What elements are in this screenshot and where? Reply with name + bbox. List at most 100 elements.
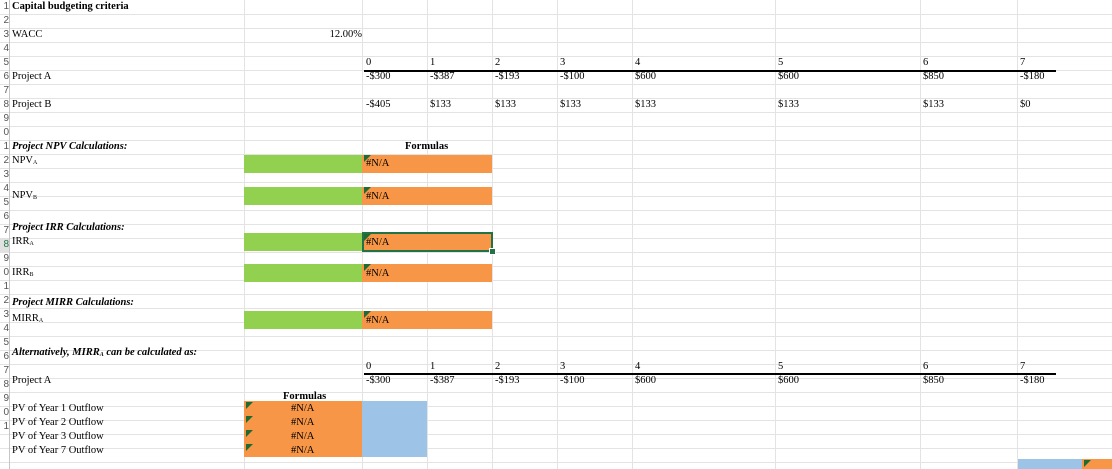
pv-input-block[interactable] [362,401,427,457]
period-header[interactable]: 4 [635,57,641,68]
npv-a-formula-value[interactable]: #N/A [366,158,390,169]
npv-section-heading[interactable]: Project NPV Calculations: [12,141,128,152]
pv-row-label[interactable]: PV of Year 2 Outflow [12,417,104,428]
formulas-header[interactable]: Formulas [405,141,449,152]
mirr-a-formula-value[interactable]: #N/A [366,315,390,326]
irr-b-input-cell[interactable] [244,264,362,282]
cash-flow-cell[interactable]: $600 [778,71,799,82]
cash-flow-cell[interactable]: -$387 [430,375,455,386]
npv-b-input-cell[interactable] [244,187,362,205]
pv-row-label[interactable]: PV of Year 3 Outflow [12,431,104,442]
row-number[interactable]: 3 [3,169,9,180]
row-number-selected[interactable]: 8 [0,238,9,252]
cash-flow-cell[interactable]: $600 [635,375,656,386]
pv-formula-block[interactable] [244,401,362,457]
period-header[interactable]: 6 [923,57,929,68]
period-header[interactable]: 2 [495,361,501,372]
cash-flow-cell[interactable]: -$180 [1020,375,1045,386]
project-b-label[interactable]: Project B [12,99,52,110]
mirr-a-formula-cell[interactable] [362,311,492,329]
row-number[interactable]: 5 [3,337,9,348]
row-number[interactable]: 0 [3,407,9,418]
cash-flow-cell[interactable]: $133 [430,99,451,110]
formulas-header[interactable]: Formulas [283,391,327,402]
wacc-label[interactable]: WACC [12,29,43,40]
row-number[interactable]: 7 [3,85,9,96]
npv-b-label[interactable]: NPVB [12,190,38,201]
pv-row-label[interactable]: PV of Year 7 Outflow [12,445,104,456]
pv-row-value[interactable]: #N/A [291,445,315,456]
cash-flow-cell[interactable]: $850 [923,375,944,386]
cash-flow-cell[interactable]: -$405 [366,99,391,110]
row-number[interactable]: 1 [3,1,9,12]
cash-flow-cell[interactable]: $133 [560,99,581,110]
alt-mirr-heading[interactable]: Alternatively, MIRRA can be calculated a… [12,347,198,358]
row-number[interactable]: 4 [3,43,9,54]
row-number[interactable]: 1 [3,141,9,152]
row-number[interactable]: 6 [3,351,9,362]
period-header[interactable]: 0 [366,361,372,372]
period-header[interactable]: 5 [778,361,784,372]
partial-formula-cell[interactable] [1082,459,1112,469]
pv-row-value[interactable]: #N/A [291,431,315,442]
row-number[interactable]: 4 [3,183,9,194]
cash-flow-cell[interactable]: $0 [1020,99,1031,110]
row-number[interactable]: 5 [3,57,9,68]
row-number[interactable]: 6 [3,211,9,222]
cash-flow-cell[interactable]: $133 [635,99,656,110]
row-number[interactable]: 7 [3,225,9,236]
cash-flow-cell[interactable]: $600 [778,375,799,386]
row-number[interactable]: 6 [3,71,9,82]
wacc-value[interactable]: 12.00% [329,29,362,40]
row-number[interactable]: 2 [3,15,9,26]
row-number[interactable]: 9 [3,113,9,124]
row-number[interactable]: 9 [3,253,9,264]
row-number[interactable]: 5 [3,197,9,208]
row-number[interactable]: 8 [3,379,9,390]
cash-flow-cell[interactable]: $600 [635,71,656,82]
cash-flow-cell[interactable]: -$300 [366,71,391,82]
irr-a-input-cell[interactable] [244,233,362,251]
period-header[interactable]: 0 [366,57,372,68]
npv-b-formula-value[interactable]: #N/A [366,191,390,202]
cash-flow-cell[interactable]: $133 [923,99,944,110]
npv-a-label[interactable]: NPVA [12,155,38,166]
npv-a-input-cell[interactable] [244,155,362,173]
pv-row-label[interactable]: PV of Year 1 Outflow [12,403,104,414]
row-number[interactable]: 7 [3,365,9,376]
pv-row-value[interactable]: #N/A [291,417,315,428]
cash-flow-cell[interactable]: -$387 [430,71,455,82]
irr-b-label[interactable]: IRRB [12,267,34,278]
cash-flow-cell[interactable]: -$180 [1020,71,1045,82]
period-header[interactable]: 2 [495,57,501,68]
cash-flow-cell[interactable]: $850 [923,71,944,82]
row-number[interactable]: 2 [3,295,9,306]
period-header[interactable]: 1 [430,57,436,68]
cash-flow-cell[interactable]: -$193 [495,71,520,82]
irr-section-heading[interactable]: Project IRR Calculations: [12,222,125,233]
row-number[interactable]: 1 [3,421,9,432]
row-number[interactable]: 3 [3,309,9,320]
sheet-title[interactable]: Capital budgeting criteria [12,1,129,12]
row-number[interactable]: 1 [3,281,9,292]
npv-b-formula-cell[interactable] [362,187,492,205]
irr-a-formula-value[interactable]: #N/A [366,237,390,248]
mirr-section-heading[interactable]: Project MIRR Calculations: [12,297,134,308]
period-header[interactable]: 1 [430,361,436,372]
partial-input-cell[interactable] [1018,459,1082,469]
cash-flow-cell[interactable]: -$100 [560,71,585,82]
period-header[interactable]: 4 [635,361,641,372]
cash-flow-cell[interactable]: $133 [495,99,516,110]
cash-flow-cell[interactable]: -$100 [560,375,585,386]
npv-a-formula-cell[interactable] [362,155,492,173]
row-number[interactable]: 8 [3,99,9,110]
irr-a-formula-cell[interactable] [362,233,492,251]
active-cell-selection[interactable] [362,232,493,252]
mirr-a-input-cell[interactable] [244,311,362,329]
alt-project-a-label[interactable]: Project A [12,375,52,386]
row-number[interactable]: 3 [3,29,9,40]
period-header[interactable]: 6 [923,361,929,372]
period-header[interactable]: 3 [560,361,566,372]
mirr-a-label[interactable]: MIRRA [12,313,44,324]
pv-row-value[interactable]: #N/A [291,403,315,414]
